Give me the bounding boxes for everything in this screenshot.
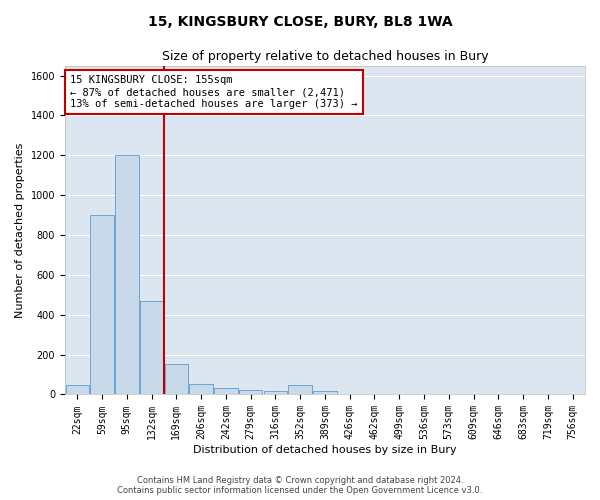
Bar (65, 384, 89, 394)
X-axis label: Distribution of detached houses by size in Bury: Distribution of detached houses by size … (193, 445, 457, 455)
Bar (140, 301, 163, 394)
Bar (90, 215, 114, 394)
Bar (289, 384, 312, 394)
Bar (115, 156, 139, 394)
Bar (214, 388, 238, 394)
Bar (190, 384, 213, 394)
Bar (239, 390, 262, 394)
Text: 15 KINGSBURY CLOSE: 155sqm
← 87% of detached houses are smaller (2,471)
13% of s: 15 KINGSBURY CLOSE: 155sqm ← 87% of deta… (70, 76, 358, 108)
Y-axis label: Number of detached properties: Number of detached properties (15, 142, 25, 318)
Title: Size of property relative to detached houses in Bury: Size of property relative to detached ho… (161, 50, 488, 63)
Text: 15, KINGSBURY CLOSE, BURY, BL8 1WA: 15, KINGSBURY CLOSE, BURY, BL8 1WA (148, 15, 452, 29)
Bar (263, 392, 287, 394)
Bar (164, 364, 188, 394)
Bar (313, 392, 337, 394)
Text: Contains HM Land Registry data © Crown copyright and database right 2024.
Contai: Contains HM Land Registry data © Crown c… (118, 476, 482, 495)
